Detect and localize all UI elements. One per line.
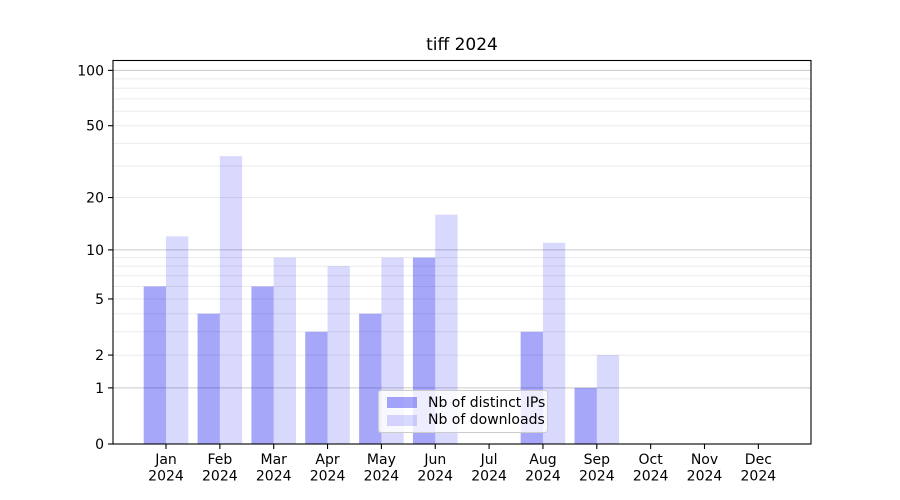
legend-row-downloads: Nb of downloads [385,412,545,428]
y-tick-label-10: 10 [86,243,104,259]
y-tick-label-2: 2 [95,348,104,364]
x-tick-label-year-may-2024: 2024 [364,469,400,485]
bar-nb-of-distinct-ips-sep-2024 [574,387,597,444]
y-tick-label-1: 1 [95,381,104,397]
x-tick-label-year-jul-2024: 2024 [471,469,507,485]
bar-nb-of-downloads-jun-2024 [435,214,458,444]
x-tick-label-year-nov-2024: 2024 [687,469,723,485]
y-tick-label-50: 50 [86,119,104,135]
x-tick-label-month-jan-2024: Jan [154,452,177,468]
x-tick-label-month-sep-2024: Sep [584,452,611,468]
bar-nb-of-distinct-ips-may-2024 [359,313,382,444]
x-tick-label-month-mar-2024: Mar [260,452,287,468]
legend-label-distinct-ips: Nb of distinct IPs [428,394,546,411]
bar-nb-of-downloads-feb-2024 [219,156,243,444]
axes-frame [112,59,812,445]
legend-label-downloads: Nb of downloads [428,412,545,429]
x-tick-label-month-may-2024: May [367,452,396,468]
y-tick-label-0: 0 [95,437,104,453]
legend-row-distinct-ips: Nb of distinct IPs [385,395,545,411]
x-tick-label-month-apr-2024: Apr [315,452,339,468]
x-tick-label-year-feb-2024: 2024 [202,469,238,485]
x-tick-label-month-nov-2024: Nov [691,452,718,468]
legend-swatch-distinct-ips [387,397,417,409]
x-tick-label-month-dec-2024: Dec [745,452,772,468]
bar-nb-of-distinct-ips-jan-2024 [143,286,166,444]
y-tick-label-100: 100 [77,63,104,79]
x-tick-label-year-apr-2024: 2024 [310,469,346,485]
x-tick-label-month-feb-2024: Feb [207,452,232,468]
bar-nb-of-downloads-jan-2024 [166,236,189,444]
bar-nb-of-downloads-sep-2024 [596,355,620,444]
x-tick-label-year-oct-2024: 2024 [633,469,669,485]
legend: Nb of distinct IPs Nb of downloads [378,390,548,433]
x-tick-label-year-aug-2024: 2024 [525,469,561,485]
x-tick-label-year-dec-2024: 2024 [741,469,777,485]
x-tick-label-month-jul-2024: Jul [480,452,498,468]
legend-swatch-downloads [387,414,417,426]
x-tick-label-month-jun-2024: Jun [423,452,446,468]
x-tick-label-month-oct-2024: Oct [639,452,664,468]
bar-nb-of-distinct-ips-mar-2024 [251,286,274,444]
bar-nb-of-downloads-aug-2024 [542,242,566,444]
x-tick-label-month-aug-2024: Aug [529,452,556,468]
x-tick-label-year-jun-2024: 2024 [417,469,453,485]
bar-nb-of-distinct-ips-apr-2024 [305,331,328,444]
y-tick-label-20: 20 [86,191,104,207]
x-tick-label-year-sep-2024: 2024 [579,469,615,485]
chart-title: tiff 2024 [426,35,498,55]
bar-nb-of-downloads-apr-2024 [327,266,350,444]
x-tick-label-year-mar-2024: 2024 [256,469,292,485]
x-tick-label-year-jan-2024: 2024 [148,469,184,485]
y-tick-label-5: 5 [95,292,104,308]
bar-nb-of-downloads-mar-2024 [273,257,296,444]
bar-nb-of-distinct-ips-feb-2024 [197,313,220,444]
